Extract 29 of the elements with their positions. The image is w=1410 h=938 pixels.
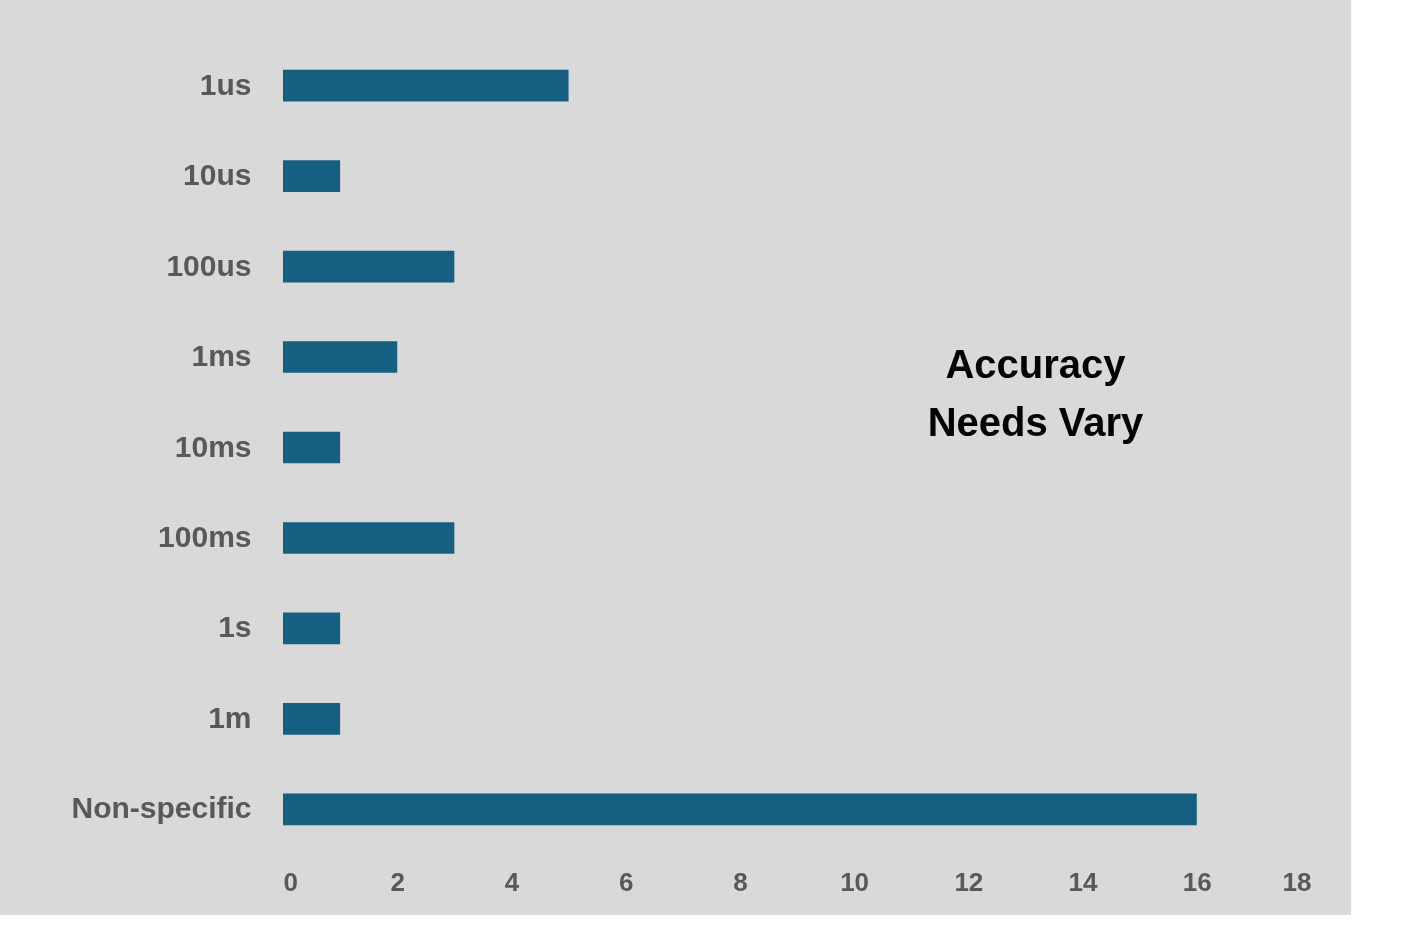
x-tick-label: 4 — [504, 866, 520, 897]
y-tick-label: 1m — [208, 700, 252, 734]
x-tick-label: 12 — [954, 866, 984, 897]
x-tick-label: 6 — [618, 866, 634, 897]
x-tick-label: 2 — [390, 866, 405, 897]
bar — [283, 793, 1197, 826]
y-tick-label: 1ms — [191, 339, 252, 373]
x-tick-label: 14 — [1068, 866, 1099, 897]
bar — [283, 522, 455, 554]
bar — [283, 69, 569, 102]
y-tick-label: 10ms — [174, 429, 252, 463]
y-tick-label: 100ms — [158, 519, 252, 553]
y-tick-label: 1s — [218, 610, 252, 644]
x-tick-label: 0 — [283, 866, 298, 897]
x-tick-label: 18 — [1282, 866, 1312, 897]
bar — [283, 341, 398, 373]
annotation: Accuracy Needs Vary — [927, 342, 1145, 444]
bar — [283, 612, 341, 645]
y-tick-label: 10us — [183, 158, 252, 192]
x-tick-label: 10 — [840, 866, 870, 897]
x-tick-label: 16 — [1182, 866, 1212, 897]
y-tick-label: Non-specific — [71, 791, 252, 825]
bar — [283, 431, 341, 464]
bar — [283, 250, 455, 283]
bar — [283, 703, 341, 735]
y-tick-label: 1us — [199, 67, 252, 101]
y-tick-label: 100us — [166, 248, 252, 282]
x-tick-label: 8 — [733, 866, 748, 897]
bar — [283, 160, 341, 192]
